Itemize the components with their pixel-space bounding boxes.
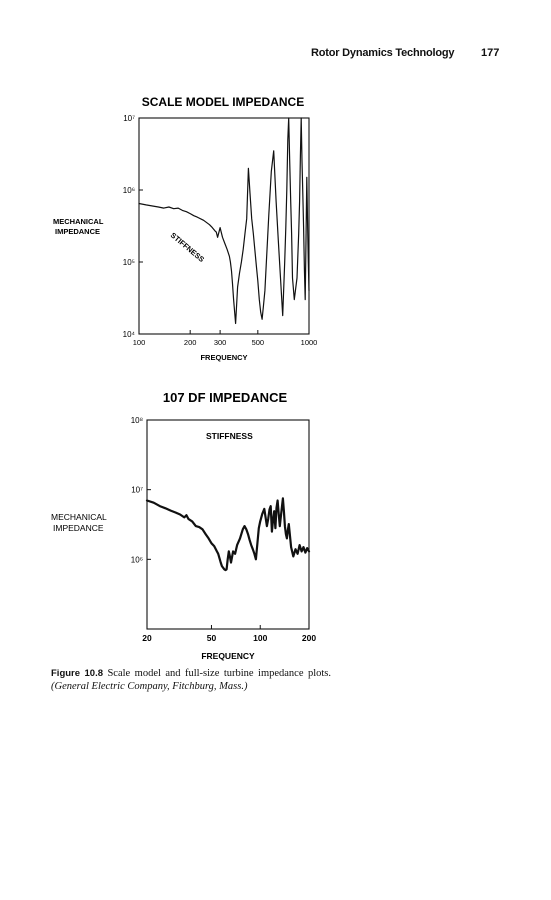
x-tick-label: 20: [142, 633, 152, 643]
caption-label: Figure 10.8: [51, 668, 103, 679]
y-tick-label: 10⁴: [123, 330, 136, 339]
running-title: Rotor Dynamics Technology: [311, 47, 455, 59]
caption-text: Scale model and full-size turbine impeda…: [107, 668, 332, 679]
plot-frame: [138, 117, 310, 335]
y-axis-label-line2: IMPEDANCE: [53, 523, 104, 533]
y-axis-label-line1: MECHANICAL: [53, 217, 104, 226]
figure-107-df-impedance: 107 DF IMPEDANCE 10⁸ 10⁷ 10⁶ 20 50 100 200 FREQU…: [51, 390, 316, 661]
impedance-series-line: [145, 497, 311, 572]
x-tick-label: 50: [207, 633, 217, 643]
caption-source: (General Electric Company, Fitchburg, Ma…: [51, 680, 248, 692]
y-tick-label: 10⁷: [123, 114, 135, 123]
x-tick-label: 500: [252, 338, 265, 347]
chart-title: 107 DF IMPEDANCE: [163, 390, 288, 405]
chart-title: SCALE MODEL IMPEDANCE: [142, 95, 304, 109]
x-axis-label: FREQUENCY: [201, 651, 255, 661]
x-axis-label: FREQUENCY: [200, 353, 247, 362]
y-tick-label: 10⁸: [131, 416, 143, 425]
x-tick-label: 100: [253, 633, 267, 643]
x-tick-label: 1000: [301, 338, 318, 347]
y-tick-label: 10⁵: [123, 258, 135, 267]
stiffness-annotation: STIFFNESS: [206, 431, 253, 441]
chart-107-df-impedance: 107 DF IMPEDANCE 10⁸ 10⁷ 10⁶ 20 50 100 200 FREQU…: [51, 390, 316, 661]
running-header: Rotor Dynamics Technology 177: [0, 47, 551, 63]
plot-frame: [146, 419, 310, 630]
figure-scale-model-impedance: SCALE MODEL IMPEDANCE 10⁷ 10⁶ 10⁵ 10⁴ 100 200 3…: [0, 0, 551, 380]
x-tick-label: 300: [214, 338, 227, 347]
page-number: 177: [481, 47, 500, 59]
x-tick-label: 200: [184, 338, 197, 347]
y-tick-label: 10⁶: [131, 555, 143, 564]
y-tick-label: 10⁶: [123, 186, 135, 195]
x-tick-label: 200: [302, 633, 316, 643]
impedance-series-line: [138, 117, 310, 325]
x-tick-label: 100: [133, 338, 146, 347]
y-axis-label-line2: IMPEDANCE: [55, 227, 100, 236]
y-axis-label-line1: MECHANICAL: [51, 512, 107, 522]
figure-caption: Figure 10.8 Scale model and full-size tu…: [51, 668, 331, 693]
y-tick-label: 10⁷: [131, 486, 143, 495]
